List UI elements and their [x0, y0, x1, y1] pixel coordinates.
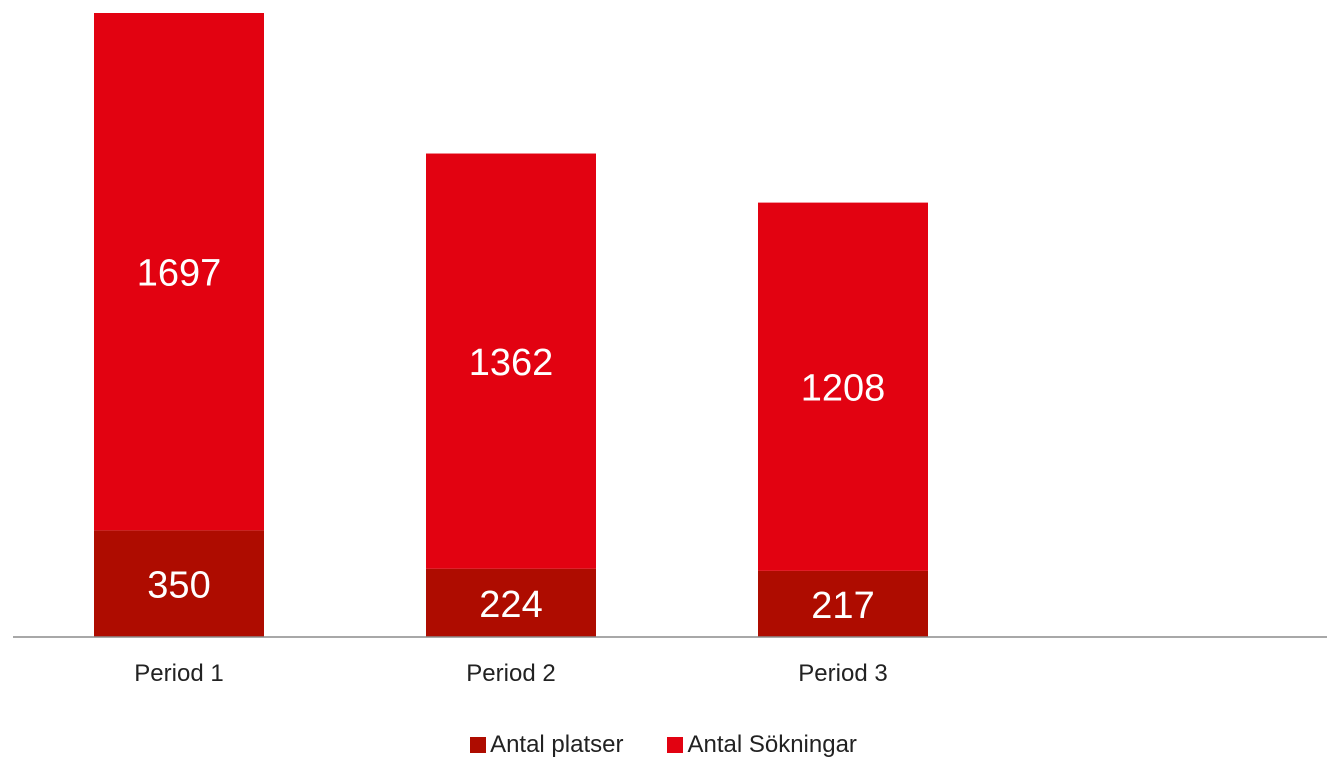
bar-platser-p3 [758, 570, 928, 637]
legend-swatch-platser [470, 737, 487, 753]
bar-sokningar-p3 [758, 202, 928, 571]
legend-item-platser: Antal platser [470, 731, 623, 759]
bar-platser-p2 [426, 568, 596, 637]
legend-item-sokningar: Antal Sökningar [667, 731, 857, 759]
data-label-platser-p2: 224 [479, 584, 542, 626]
x-tick-label-1: Period 1 [134, 660, 223, 687]
bars-group: 350 1697 224 1362 217 1208 [94, 13, 928, 637]
data-label-platser-p3: 217 [811, 585, 874, 627]
data-label-sokningar-p3: 1208 [801, 368, 886, 410]
legend: Antal platser Antal Sökningar [0, 731, 1327, 759]
legend-swatch-sokningar [667, 737, 684, 753]
data-label-sokningar-p2: 1362 [469, 342, 554, 384]
data-label-sokningar-p1: 1697 [137, 253, 222, 295]
bar-platser-p1 [94, 530, 264, 637]
x-tick-labels: Period 1 Period 2 Period 3 [134, 660, 887, 687]
x-tick-label-3: Period 3 [798, 660, 887, 687]
legend-label-sokningar: Antal Sökningar [687, 731, 857, 758]
bar-sokningar-p2 [426, 153, 596, 569]
x-tick-label-2: Period 2 [466, 660, 555, 687]
bar-sokningar-p1 [94, 13, 264, 531]
legend-label-platser: Antal platser [490, 731, 624, 758]
data-label-platser-p1: 350 [147, 565, 210, 607]
